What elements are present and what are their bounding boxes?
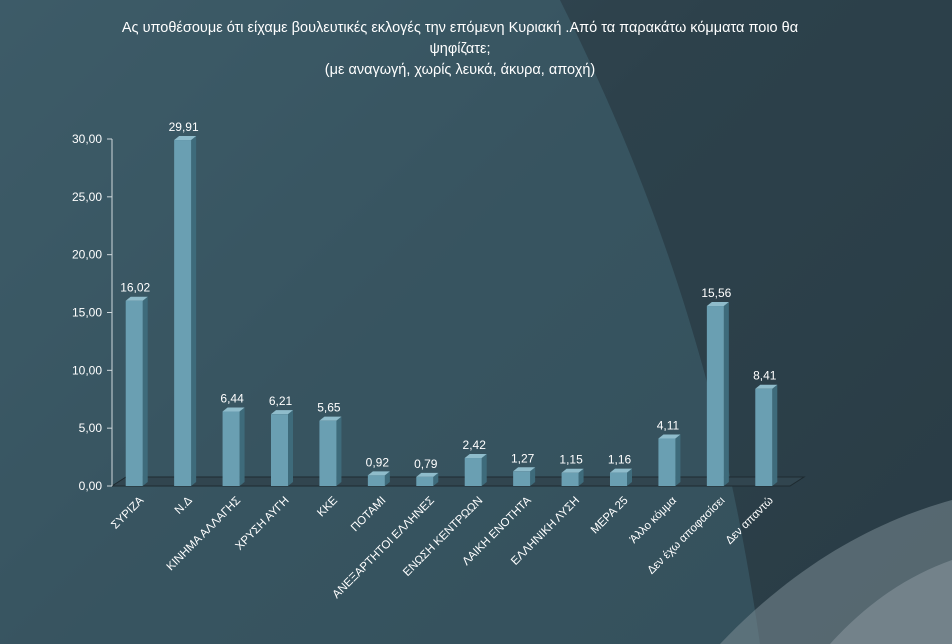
bar: [706, 306, 724, 486]
bar-value-label: 4,11: [657, 418, 680, 432]
bar-value-label: 0,79: [414, 457, 438, 471]
x-tick-label: ΑΝΕΞΑΡΤΗΤΟΙ ΕΛΛΗΝΕΣ: [331, 495, 437, 601]
x-tick-label: ΣΥΡΙΖΑ: [109, 494, 146, 531]
bar-top: [367, 471, 390, 476]
bar-value-label: 1,15: [559, 453, 583, 467]
chart-floor: [110, 476, 806, 487]
bar-side: [627, 468, 632, 486]
bar-side: [481, 454, 487, 486]
bar-top: [706, 302, 729, 307]
bar: [222, 411, 240, 486]
bar-top: [464, 454, 487, 459]
bar-value-label: 0,92: [366, 455, 390, 469]
x-tick-label: ΕΝΩΣΗ ΚΕΝΤΡΩΩΝ: [401, 495, 485, 579]
bar: [755, 388, 773, 486]
bar: [513, 471, 531, 486]
bar-top: [561, 468, 584, 473]
x-tick-label: ΜΕΡΑ 25: [589, 495, 631, 537]
y-tick-label: 30,00: [72, 132, 102, 146]
bar-side: [239, 407, 245, 486]
bar-side: [772, 384, 778, 486]
bar: [658, 438, 676, 486]
bar-value-label: 6,21: [269, 394, 293, 408]
bar-side: [191, 136, 197, 486]
x-tick-label: Άλλο κόμμα: [628, 494, 680, 546]
bar-side: [675, 434, 681, 486]
x-tick-label: ΚΚΕ: [315, 494, 340, 519]
bar-side: [142, 296, 148, 486]
bar-top: [513, 467, 536, 472]
x-tick-label: Ν.Δ: [173, 494, 195, 516]
y-tick-label: 5,00: [79, 421, 103, 435]
x-tick-label: Δεν απαντώ: [724, 495, 776, 547]
bar-side: [433, 472, 439, 486]
bar-value-label: 8,41: [753, 369, 777, 383]
bar-top: [610, 468, 632, 473]
bar-value-label: 15,56: [701, 286, 731, 300]
y-tick-label: 20,00: [72, 248, 102, 262]
bar: [610, 472, 627, 486]
chart-title-line-2: ψηφίζατε;: [429, 41, 491, 57]
bar-top: [416, 472, 439, 477]
bar-side: [336, 416, 342, 486]
bar-side: [384, 471, 390, 486]
bar: [319, 420, 337, 486]
bar-value-label: 6,44: [220, 392, 244, 406]
bar-value-label: 29,91: [169, 120, 199, 134]
bar-value-label: 1,16: [608, 453, 632, 467]
x-tick-label: ΠΟΤΑΜΙ: [349, 495, 389, 535]
bar: [125, 300, 143, 486]
bar-value-label: 2,42: [463, 438, 487, 452]
bar-top: [319, 416, 342, 421]
bar-value-label: 5,65: [317, 401, 341, 415]
bar: [367, 475, 385, 486]
bar-top: [174, 136, 197, 141]
y-tick-label: 0,00: [79, 479, 103, 493]
bar-side: [723, 302, 729, 486]
chart-title: Ας υποθέσουμε ότι είχαμε βουλευτικές εκλ…: [20, 18, 900, 81]
chart-title-line-3: (με αναγωγή, χωρίς λευκά, άκυρα, αποχή): [324, 62, 596, 78]
bar-top: [658, 434, 681, 439]
bar: [464, 458, 482, 486]
bar-top: [755, 384, 778, 389]
y-tick-label: 10,00: [72, 363, 102, 377]
bar-side: [288, 410, 293, 486]
bar-top: [125, 296, 148, 301]
y-tick-label: 15,00: [72, 306, 102, 320]
bar: [271, 414, 288, 486]
bar-value-label: 16,02: [120, 281, 150, 295]
bar: [174, 140, 192, 486]
bar-side: [578, 468, 584, 486]
bar: [561, 472, 579, 486]
bar-top: [271, 410, 293, 415]
bar: [416, 476, 434, 486]
y-tick-label: 25,00: [72, 190, 102, 204]
bar-top: [222, 407, 245, 412]
chart-title-line-1: Ας υποθέσουμε ότι είχαμε βουλευτικές εκλ…: [121, 20, 799, 36]
bar-value-label: 1,27: [511, 451, 535, 465]
bar-side: [530, 467, 536, 486]
